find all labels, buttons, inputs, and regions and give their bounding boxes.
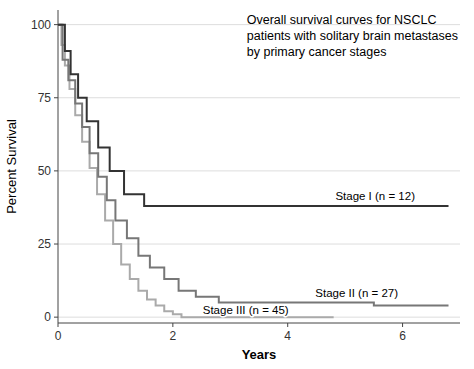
y-axis-label: Percent Survival <box>4 119 19 214</box>
survival-step-line <box>58 25 449 206</box>
x-tick <box>402 323 403 327</box>
survival-step-line <box>58 25 449 306</box>
plot-area <box>58 25 449 318</box>
x-tick <box>287 323 288 327</box>
x-tick <box>58 323 59 327</box>
y-tick <box>54 97 58 98</box>
curve-label: Stage II (n = 27) <box>315 287 398 299</box>
y-tick-label: 100 <box>31 18 51 32</box>
x-tick-label: 0 <box>55 329 62 343</box>
curve-label: Stage III (n = 45) <box>203 304 289 316</box>
y-tick <box>54 170 58 171</box>
curve-label: Stage I (n = 12) <box>335 190 415 202</box>
y-tick <box>54 24 58 25</box>
curve-labels: Stage I (n = 12) Stage II (n = 27) Stage I… <box>203 190 415 316</box>
y-tick-label: 0 <box>44 310 51 324</box>
x-axis-line <box>58 323 460 324</box>
x-tick <box>172 323 173 327</box>
x-tick-label: 6 <box>399 329 406 343</box>
title: Overall survival curves for NSCLC patient… <box>247 13 458 59</box>
y-tick-label: 25 <box>38 237 52 251</box>
survival-step-line <box>58 25 334 318</box>
grid-line <box>58 97 460 98</box>
y-tick <box>54 317 58 318</box>
title-line: patients with solitary brain metastases <box>247 29 458 43</box>
title-line: by primary cancer stages <box>247 45 387 59</box>
y-tick-label: 75 <box>38 91 52 105</box>
title-line: Overall survival curves for NSCLC <box>247 13 437 27</box>
x-axis-label: Years <box>242 347 277 362</box>
grid <box>58 25 460 318</box>
chart: 0 2 4 6 0 25 50 75 100 Years Percent Survival Stage… <box>0 0 474 369</box>
x-tick-label: 4 <box>284 329 291 343</box>
x-tick-label: 2 <box>170 329 177 343</box>
y-tick <box>54 244 58 245</box>
y-tick-label: 50 <box>38 164 52 178</box>
y-axis-line <box>58 10 59 323</box>
